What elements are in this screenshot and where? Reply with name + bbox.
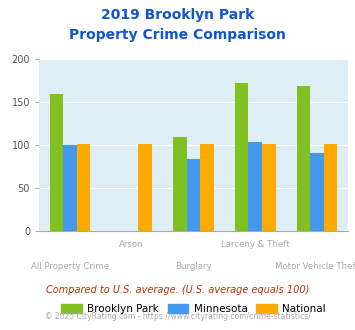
Text: Arson: Arson xyxy=(119,240,144,248)
Bar xyxy=(173,137,187,231)
Bar xyxy=(50,94,63,231)
Text: Burglary: Burglary xyxy=(175,262,212,271)
Text: All Property Crime: All Property Crime xyxy=(31,262,109,271)
Text: Property Crime Comparison: Property Crime Comparison xyxy=(69,28,286,42)
Bar xyxy=(77,144,90,231)
Bar xyxy=(138,144,152,231)
Text: 2019 Brooklyn Park: 2019 Brooklyn Park xyxy=(101,8,254,22)
Bar xyxy=(324,144,337,231)
Text: Compared to U.S. average. (U.S. average equals 100): Compared to U.S. average. (U.S. average … xyxy=(46,285,309,295)
Text: © 2025 CityRating.com - https://www.cityrating.com/crime-statistics/: © 2025 CityRating.com - https://www.city… xyxy=(45,312,310,321)
Text: Motor Vehicle Theft: Motor Vehicle Theft xyxy=(275,262,355,271)
Text: Larceny & Theft: Larceny & Theft xyxy=(221,240,290,248)
Bar xyxy=(187,159,200,231)
Bar xyxy=(262,144,275,231)
Bar xyxy=(200,144,214,231)
Bar xyxy=(310,153,324,231)
Bar xyxy=(297,86,310,231)
Bar xyxy=(248,142,262,231)
Bar xyxy=(63,145,77,231)
Bar xyxy=(235,83,248,231)
Legend: Brooklyn Park, Minnesota, National: Brooklyn Park, Minnesota, National xyxy=(57,300,330,318)
